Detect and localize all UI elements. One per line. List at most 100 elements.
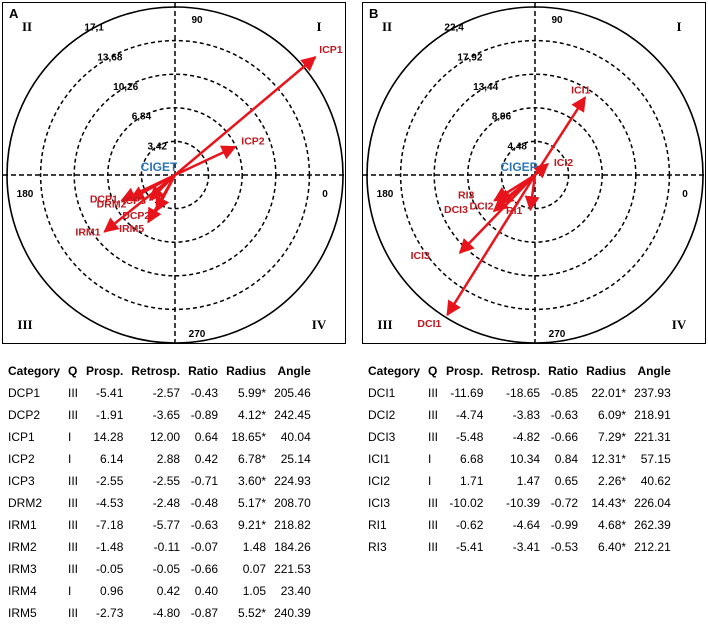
table-cell: 14.43* (591, 496, 627, 510)
polar-chart-a: A 3,42 6,84 10,26 13,68 17,1 90 0 180 270 I II III I… (2, 2, 346, 344)
table-cell: 40.04 (280, 430, 311, 444)
table-cell: 0.64 (194, 430, 219, 444)
table-cell: 10.34 (510, 452, 541, 466)
table-cell: 4.68* (598, 518, 627, 532)
table-cell: 1.05 (242, 584, 267, 598)
table-cell: ICI3 (368, 496, 391, 510)
table-cell: -10.02 (449, 496, 484, 510)
table-cell: 237.93 (634, 386, 671, 400)
table-cell: I (68, 452, 72, 466)
vector-label-IRM5: IRM5 (119, 223, 144, 235)
table-cell: 205.46 (274, 386, 311, 400)
table-cell: -0.62 (456, 518, 484, 532)
vector-ICP2 (174, 145, 237, 177)
table-cell: -0.05 (152, 562, 181, 576)
table-cell: IRM3 (8, 562, 37, 576)
table-cell: 3.60* (238, 474, 267, 488)
table-cell: -4.74 (456, 408, 484, 422)
table-cell: 1.71 (460, 474, 484, 488)
table-cell: IRM4 (8, 584, 37, 598)
table-cell: 1.47 (516, 474, 541, 488)
table-cell: I (428, 452, 432, 466)
table-row: ICI2 I 1.71 1.47 0.65 2.26* 40.62 (364, 470, 675, 492)
table-cell: 0.42 (194, 452, 219, 466)
vector-label-ICI2: ICI2 (554, 157, 573, 169)
table-cell: 2.88 (156, 452, 181, 466)
table-cell: -2.73 (96, 606, 124, 620)
table-cell: 221.31 (634, 430, 671, 444)
table-cell: 224.93 (274, 474, 311, 488)
table-cell: -0.63 (190, 518, 219, 532)
table-cell: -5.41 (456, 540, 484, 554)
table-cell: 6.09* (598, 408, 627, 422)
table-cell: -2.55 (96, 474, 124, 488)
table-cell: 240.39 (274, 606, 311, 620)
table-cell: -2.55 (152, 474, 181, 488)
table-cell: -0.66 (550, 430, 579, 444)
quadrant-label-IV: IV (312, 317, 327, 332)
table-row: IRM3 III -0.05 -0.05 -0.66 0.07 221.53 (4, 558, 315, 580)
table-cell: -0.63 (550, 408, 579, 422)
quadrant-label-I: I (316, 19, 321, 34)
vector-IRM5 (147, 174, 177, 224)
ring-label: 8,96 (492, 112, 512, 123)
table-cell: 9.21* (238, 518, 267, 532)
panel-label-b: B (369, 6, 379, 21)
table-row: ICI3 III -10.02 -10.39 -0.72 14.43* 226.04 (364, 492, 675, 514)
table-cell: DRM2 (8, 496, 43, 510)
vector-label-RI3: RI3 (458, 190, 475, 202)
ring-label: 17,92 (457, 52, 482, 63)
table-cell: -3.83 (512, 408, 541, 422)
table-row: DCP2 III -1.91 -3.65 -0.89 4.12* 242.45 (4, 404, 315, 426)
ring-label: 22,4 (444, 23, 464, 34)
table-cell: 242.45 (274, 408, 311, 422)
table-cell: DCP1 (8, 386, 41, 400)
table-cell: 6.14 (100, 452, 124, 466)
table-cell: III (68, 408, 79, 422)
table-row: ICP3 III -2.55 -2.55 -0.71 3.60* 224.93 (4, 470, 315, 492)
table-cell: 184.26 (274, 540, 311, 554)
column-header: Ratio (548, 364, 579, 378)
ring-label: 10,26 (113, 82, 138, 93)
table-row: RI3 III -5.41 -3.41 -0.53 6.40* 212.21 (364, 536, 675, 558)
quadrant-label-III: III (17, 317, 32, 332)
table-cell: 262.39 (634, 518, 671, 532)
table-cell: -0.05 (96, 562, 124, 576)
quadrant-label-II: II (382, 19, 392, 34)
table-cell: III (68, 562, 79, 576)
ring-label: 6,84 (132, 112, 152, 123)
table-cell: -18.65 (506, 386, 541, 400)
angle-label-0: 0 (322, 189, 328, 200)
table-cell: 0.96 (100, 584, 124, 598)
table-cell: III (428, 408, 439, 422)
quadrant-label-IV: IV (672, 317, 687, 332)
column-header: Retrosp. (491, 364, 541, 378)
vector-DCI1 (446, 174, 537, 317)
table-cell: -0.85 (550, 386, 579, 400)
quadrant-label-III: III (377, 317, 392, 332)
stats-table-b: Category Q Prosp. Retrosp. Ratio Radius Angle D… (364, 360, 675, 558)
table-cell: DCI2 (368, 408, 396, 422)
table-cell: DCI3 (368, 430, 396, 444)
table-row: DCP1 III -5.41 -2.57 -0.43 5.99* 205.46 (4, 382, 315, 404)
quadrant-label-I: I (676, 19, 681, 34)
table-cell: 221.53 (274, 562, 311, 576)
table-cell: -1.48 (96, 540, 124, 554)
table-cell: -0.87 (190, 606, 219, 620)
table-row: IRM2 III -1.48 -0.11 -0.07 1.48 184.26 (4, 536, 315, 558)
table-cell: -0.89 (190, 408, 219, 422)
table-cell: III (68, 474, 79, 488)
table-cell: -4.64 (512, 518, 541, 532)
table-cell: 208.70 (274, 496, 311, 510)
table-cell: -0.71 (190, 474, 219, 488)
table-cell: -2.48 (152, 496, 181, 510)
table-row: ICI1 I 6.68 10.34 0.84 12.31* 57.15 (364, 448, 675, 470)
vector-label-DCI3: DCI3 (444, 204, 468, 216)
table-cell: -4.80 (152, 606, 181, 620)
table-cell: -4.53 (96, 496, 124, 510)
column-header: Retrosp. (131, 364, 181, 378)
table-cell: 2.26* (598, 474, 627, 488)
table-row: IRM4 I 0.96 0.42 0.40 1.05 23.40 (4, 580, 315, 602)
